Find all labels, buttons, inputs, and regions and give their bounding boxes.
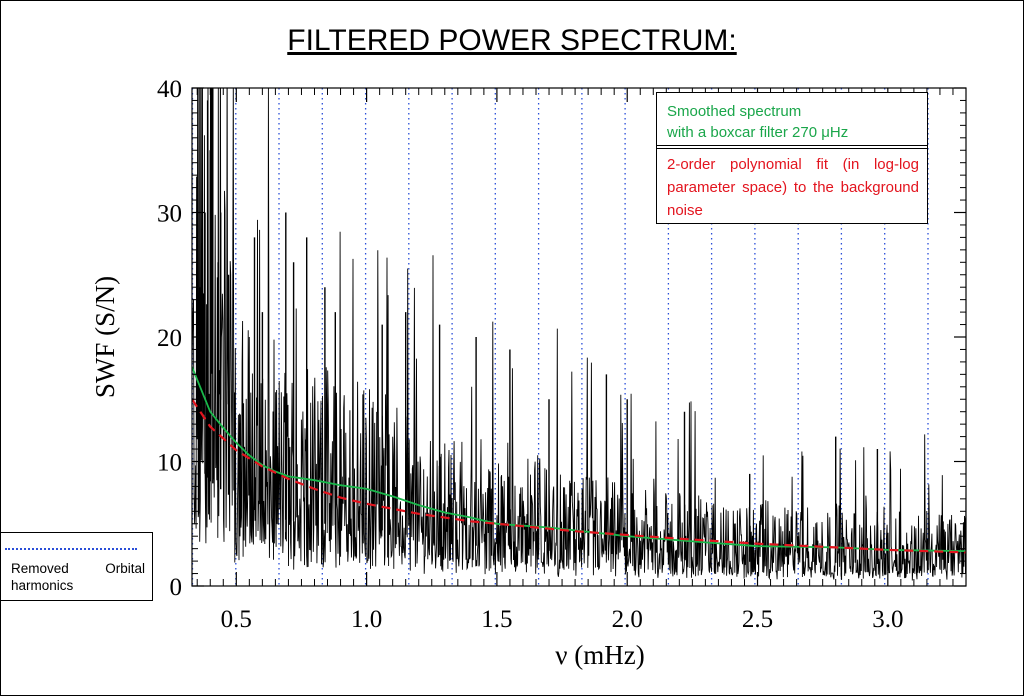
legend-box: Smoothed spectrum with a boxcar filter 2… [656, 92, 928, 224]
polynomial-fit-line [192, 398, 966, 554]
raw-spectrum [192, 88, 966, 581]
y-axis-label: SWF (S/N) [90, 276, 120, 398]
smoothed-spectrum-line [192, 366, 966, 552]
y-tick-label: 20 [157, 325, 182, 352]
y-tick-label: 30 [157, 201, 182, 228]
y-tick-label: 0 [170, 574, 183, 601]
y-tick-label: 10 [157, 450, 182, 477]
page-title: FILTERED POWER SPECTRUM: [287, 24, 737, 57]
legend-smoothed-text: Smoothed spectrum with a boxcar filter 2… [667, 103, 849, 141]
legend-fit-text: 2-order polynomial fit (in log-log param… [667, 156, 919, 219]
x-tick-label: 0.5 [221, 606, 252, 633]
harmonics-legend-text: Removed Orbital harmonics [11, 561, 145, 593]
legend-divider [657, 148, 927, 149]
raw-spectrum-line [192, 88, 966, 581]
x-tick-label: 1.5 [481, 606, 512, 633]
x-tick-label: 1.0 [351, 606, 382, 633]
harmonics-legend-line [5, 548, 137, 550]
x-tick-label: 3.0 [872, 606, 903, 633]
legend-divider [657, 145, 927, 146]
fit-curves [192, 366, 966, 554]
harmonics-legend-box: Removed Orbital harmonics [0, 532, 153, 601]
x-axis-label: ν (mHz) [555, 640, 644, 670]
y-tick-label: 40 [157, 76, 182, 103]
x-tick-label: 2.5 [742, 606, 773, 633]
x-tick-label: 2.0 [612, 606, 643, 633]
